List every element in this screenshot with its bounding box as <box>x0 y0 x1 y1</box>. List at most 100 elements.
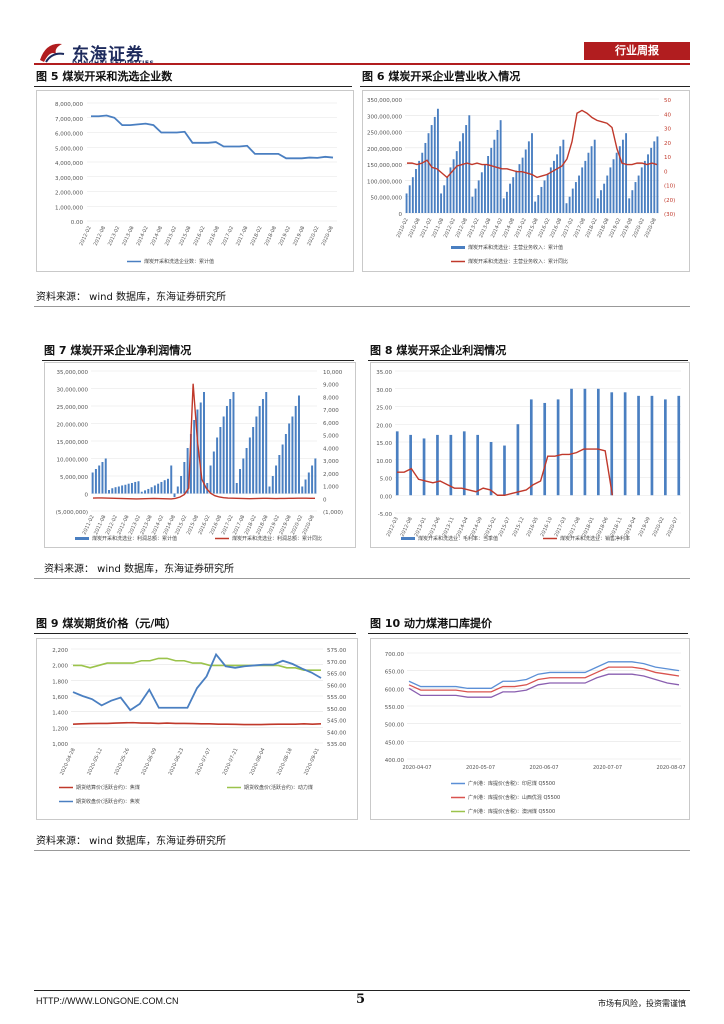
bar <box>643 160 646 213</box>
bar <box>496 129 499 213</box>
x-tick-label: 2020-04-28 <box>59 747 77 776</box>
x-tick-label: 2015-08 <box>178 225 192 246</box>
y-tick-label: 6,000,000 <box>55 132 83 138</box>
bar <box>94 469 97 494</box>
y-tick-label: 1,800 <box>52 679 68 685</box>
y-tick-label: 550.00 <box>385 705 405 711</box>
y2-tick-label: 7,000 <box>323 408 339 414</box>
bar <box>664 399 667 496</box>
series-line <box>408 673 680 698</box>
bar <box>314 458 317 494</box>
source-rule-1 <box>34 306 690 307</box>
bar <box>521 157 524 213</box>
bar <box>559 146 562 213</box>
figure-9-rule <box>34 633 356 634</box>
bar <box>505 191 508 213</box>
bar <box>625 133 628 213</box>
figure-9-title: 图 9 煤炭期货价格（元/吨） <box>36 617 177 630</box>
x-tick-label: 2019-02 <box>278 225 292 246</box>
y2-tick-label: 50 <box>664 98 671 104</box>
bar <box>449 434 453 496</box>
bar <box>440 193 443 213</box>
bar <box>121 485 124 494</box>
y2-tick-label: 10,000 <box>323 370 343 376</box>
x-tick-label: 2014-02 <box>135 225 149 246</box>
x-tick-label: 2013-08 <box>121 225 135 246</box>
y2-tick-label: 570.00 <box>327 660 347 666</box>
bar <box>650 395 654 496</box>
footer-rule <box>34 990 690 991</box>
y2-tick-label: 1,000 <box>323 485 339 491</box>
bar <box>570 388 573 496</box>
x-tick-label: 2013-06 <box>428 516 442 537</box>
x-tick-label: 2016-10 <box>540 516 554 537</box>
y-tick-label: 2,000 <box>52 664 68 670</box>
bar <box>104 458 107 494</box>
bar <box>529 399 533 496</box>
y-tick-label: 25.00 <box>376 406 392 412</box>
y2-tick-label: (20) <box>664 198 675 204</box>
bar <box>493 139 496 213</box>
bar <box>477 180 480 213</box>
bar <box>465 125 468 213</box>
bar <box>581 167 584 213</box>
bar <box>153 485 156 494</box>
bar <box>189 434 192 494</box>
y-tick-label: 30.00 <box>376 388 392 394</box>
bar <box>553 160 555 213</box>
series-line <box>72 721 322 726</box>
bar <box>157 483 160 494</box>
x-tick-label: 2017-03 <box>554 516 568 537</box>
bar <box>239 469 242 494</box>
bar <box>462 431 466 496</box>
y-tick-label: 1,000,000 <box>55 205 83 211</box>
x-tick-label: 2020-05-12 <box>86 747 104 776</box>
legend-label: 煤炭开采和洗选业：利润总额：累计同比 <box>232 535 322 542</box>
y-tick-label: 1,600 <box>52 695 68 701</box>
bar <box>117 486 120 494</box>
bar <box>628 198 631 213</box>
footer-url[interactable]: HTTP://WWW.LONGONE.COM.CN <box>36 996 179 1006</box>
y-tick-label: 0.00 <box>71 220 84 226</box>
source-note-3: 资料来源： wind 数据库，东海证券研究所 <box>36 836 226 847</box>
bar <box>549 167 552 213</box>
y-tick-label: 10.00 <box>376 459 392 465</box>
bar <box>537 195 540 213</box>
x-tick-label: 2018-06 <box>596 516 610 537</box>
y2-tick-label: 5,000 <box>323 434 339 440</box>
x-tick-label: 2020-08 <box>321 225 335 246</box>
y2-tick-label: 4,000 <box>323 446 339 452</box>
footer-disclaimer: 市场有风险，投资需谨慎 <box>598 999 686 1008</box>
x-tick-label: 2018-11 <box>610 516 624 537</box>
y2-tick-label: 560.00 <box>327 683 347 689</box>
legend-label: 煤炭开采和洗选业：主营业务收入：累计同比 <box>468 258 568 265</box>
bar <box>543 180 546 213</box>
figure-6-panel: 0 50,000,000 100,000,000 150,000,000 200,000… <box>362 90 690 272</box>
bar <box>596 388 600 496</box>
figure-6-rule <box>360 86 690 87</box>
x-tick-label: 2012-08 <box>400 516 414 537</box>
bar <box>160 481 163 494</box>
bar <box>304 479 307 494</box>
bar <box>489 442 493 496</box>
x-tick-label: 2019-09 <box>638 516 652 537</box>
y2-tick-label: 8,000 <box>323 395 339 401</box>
bar <box>452 159 455 213</box>
bar <box>565 203 568 213</box>
bar <box>101 462 104 494</box>
y-tick-label: 10,000,000 <box>57 458 89 464</box>
bar <box>281 444 284 494</box>
bar <box>415 169 417 213</box>
figure-10-rule <box>368 633 688 634</box>
bar <box>458 141 461 213</box>
y-tick-label: 450.00 <box>385 740 405 746</box>
series-line <box>408 661 680 689</box>
y-tick-label: 4,000,000 <box>55 161 83 167</box>
x-tick-label: 2013-11 <box>442 516 456 537</box>
bar <box>487 156 490 213</box>
bar <box>137 481 140 494</box>
bar <box>615 152 618 213</box>
bar <box>294 406 297 494</box>
legend-label: 煤炭开采和洗选业：利润总额：累计值 <box>92 535 177 542</box>
y-tick-label: 0 <box>85 493 89 499</box>
